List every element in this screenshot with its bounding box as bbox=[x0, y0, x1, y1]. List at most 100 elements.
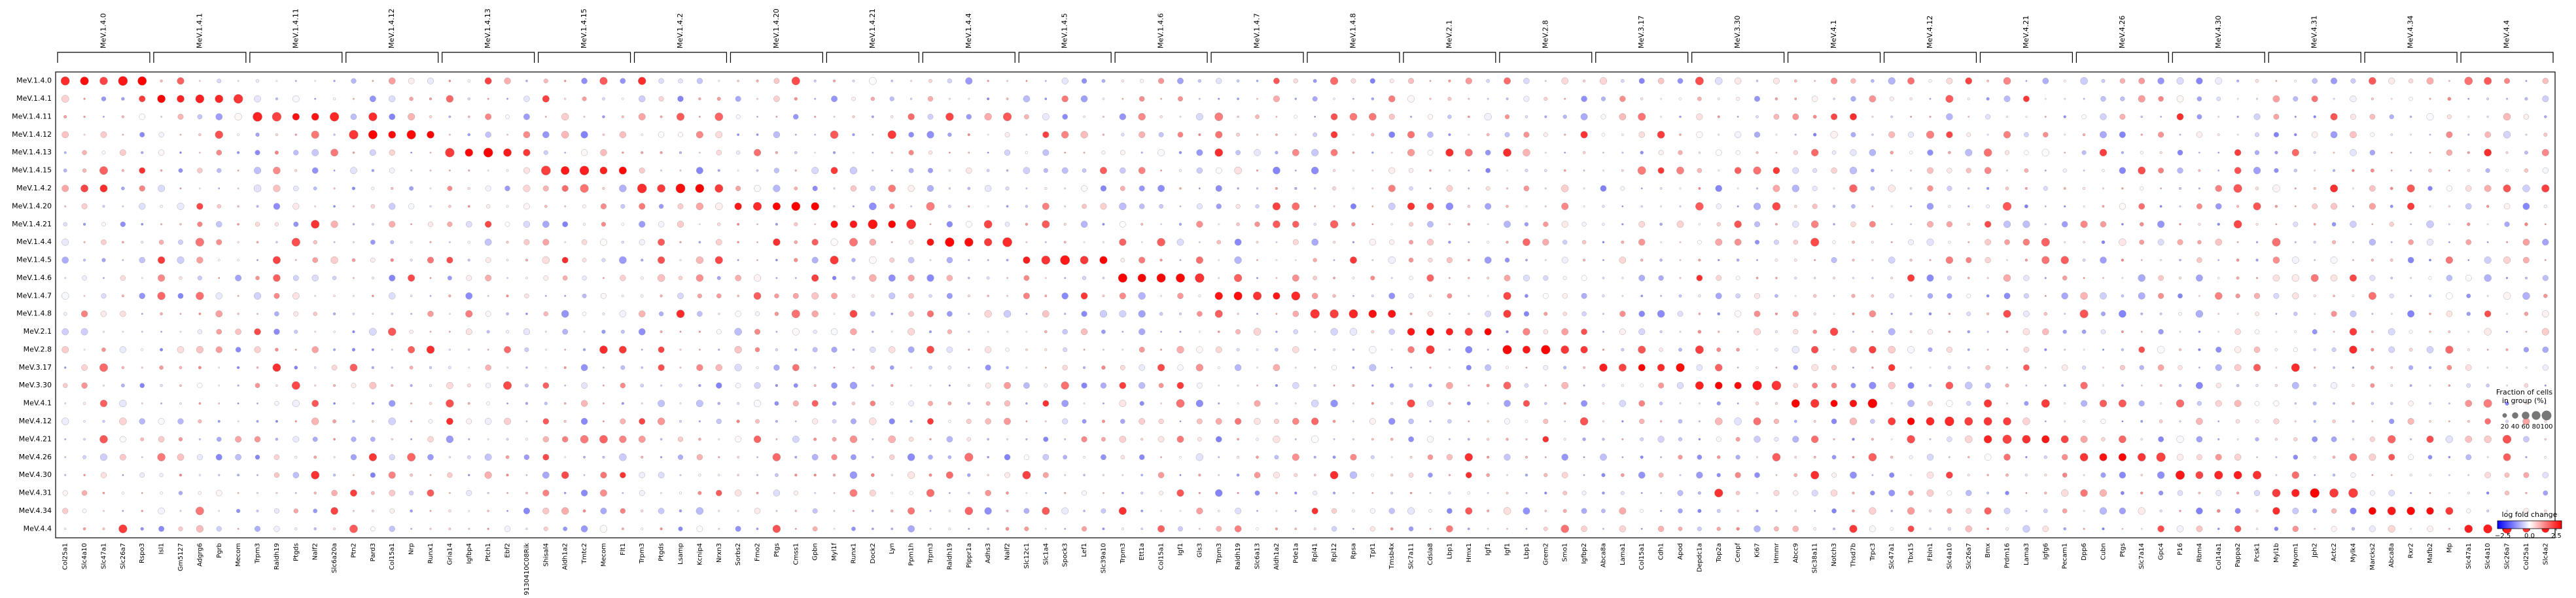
dot bbox=[1120, 455, 1125, 460]
dot bbox=[1946, 346, 1952, 353]
dot bbox=[1502, 345, 1512, 355]
dot bbox=[1408, 436, 1414, 442]
dot bbox=[1487, 509, 1490, 512]
dot bbox=[1504, 400, 1511, 407]
dot bbox=[1774, 402, 1778, 405]
dot bbox=[1198, 97, 1201, 100]
dot bbox=[525, 79, 528, 82]
dot bbox=[1716, 436, 1721, 442]
dot bbox=[2119, 78, 2126, 84]
dot bbox=[2506, 241, 2508, 243]
dot bbox=[2274, 438, 2278, 441]
dot bbox=[2233, 184, 2242, 193]
dot bbox=[1064, 277, 1067, 279]
dot bbox=[619, 131, 627, 139]
dot bbox=[1947, 490, 1952, 496]
dot bbox=[929, 527, 932, 530]
dot bbox=[2160, 187, 2162, 190]
dot bbox=[1602, 205, 1605, 208]
dot bbox=[2099, 489, 2108, 497]
dot bbox=[139, 256, 145, 264]
dot bbox=[2371, 420, 2374, 423]
dot bbox=[1850, 96, 1856, 102]
dot bbox=[641, 509, 644, 513]
dot bbox=[1966, 167, 1971, 173]
dot bbox=[947, 329, 953, 334]
dot bbox=[2140, 438, 2144, 441]
dot bbox=[292, 203, 300, 210]
dot bbox=[2313, 294, 2316, 298]
dot bbox=[833, 510, 836, 512]
dot bbox=[389, 149, 395, 156]
dot bbox=[580, 435, 589, 444]
dot bbox=[871, 294, 875, 298]
dot bbox=[2197, 114, 2202, 120]
dot bbox=[1256, 187, 1259, 190]
dot bbox=[2505, 277, 2509, 279]
dot bbox=[141, 510, 143, 512]
dot bbox=[2369, 150, 2376, 156]
dot bbox=[1908, 132, 1914, 138]
dot bbox=[987, 97, 990, 101]
dot bbox=[561, 113, 569, 121]
dot bbox=[543, 311, 549, 317]
dot bbox=[311, 220, 320, 229]
dot bbox=[2140, 491, 2144, 495]
dot bbox=[2195, 310, 2204, 318]
dot bbox=[1695, 77, 1704, 86]
dot bbox=[1714, 488, 1723, 498]
dot bbox=[1544, 205, 1547, 207]
dot bbox=[833, 527, 836, 530]
dot bbox=[426, 345, 435, 354]
dot bbox=[1506, 97, 1509, 101]
dot bbox=[853, 151, 855, 154]
dot bbox=[2503, 131, 2511, 139]
dot bbox=[2217, 509, 2221, 513]
dot bbox=[1698, 258, 1701, 262]
dot bbox=[177, 256, 185, 264]
dot bbox=[2160, 116, 2162, 118]
dot bbox=[2119, 203, 2126, 210]
dot bbox=[851, 294, 856, 298]
dot bbox=[1638, 310, 1645, 317]
dot bbox=[926, 202, 935, 211]
dot bbox=[506, 294, 509, 298]
dot bbox=[1888, 131, 1896, 138]
dot bbox=[100, 311, 107, 317]
dot bbox=[1869, 310, 1877, 317]
dot bbox=[2217, 259, 2220, 261]
dot bbox=[1602, 402, 1605, 405]
dot bbox=[2272, 507, 2280, 515]
dot bbox=[1506, 366, 1509, 370]
dot bbox=[1544, 115, 1547, 118]
dot bbox=[946, 256, 953, 264]
dot bbox=[2273, 400, 2280, 407]
dot bbox=[849, 237, 858, 247]
dot bbox=[1715, 185, 1723, 192]
dot bbox=[1698, 151, 1701, 154]
dot bbox=[1256, 79, 1259, 82]
dot bbox=[1484, 256, 1492, 264]
dot bbox=[2486, 456, 2489, 459]
group-label: MeV.3.30 bbox=[1733, 16, 1742, 48]
dot bbox=[1275, 313, 1278, 315]
dot bbox=[293, 185, 299, 192]
dot bbox=[2178, 348, 2182, 351]
dot bbox=[2350, 472, 2356, 478]
dot bbox=[1467, 222, 1470, 226]
gene-label: Nrp bbox=[408, 543, 415, 555]
dot bbox=[908, 436, 914, 442]
dot bbox=[311, 167, 319, 174]
dot bbox=[237, 420, 239, 423]
group-bracket bbox=[1499, 52, 1593, 63]
dot bbox=[544, 294, 547, 297]
dot bbox=[506, 330, 510, 334]
dot bbox=[2156, 452, 2166, 462]
dot bbox=[2294, 79, 2297, 82]
dot bbox=[1388, 95, 1396, 103]
dot bbox=[99, 77, 108, 85]
dot bbox=[831, 454, 838, 461]
row-label: MeV.4.12 bbox=[19, 417, 52, 425]
dot bbox=[484, 77, 492, 85]
dot bbox=[1831, 77, 1838, 84]
